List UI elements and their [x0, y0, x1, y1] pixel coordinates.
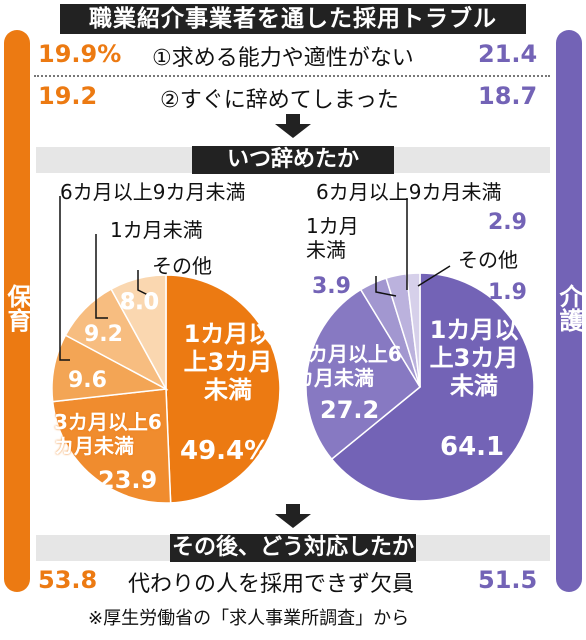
response-left-value: 53.8 [38, 566, 98, 594]
trouble1-right-value: 21.4 [478, 40, 538, 68]
chart-title: 職業紹介事業者を通した採用トラブル [60, 4, 526, 34]
left-label-6-9: 6カ月以上9カ月未満 [60, 180, 246, 204]
left-label-1-3: 1カ月以上3カ月未満 [180, 320, 276, 404]
down-arrow-icon-2 [275, 504, 311, 532]
response-right-value: 51.5 [478, 566, 538, 594]
right-value-other: 1.9 [488, 280, 527, 305]
right-label-6-9: 6カ月以上9カ月未満 [316, 180, 502, 204]
right-value-1-3: 64.1 [440, 432, 505, 462]
side-label-right: 介護 [555, 284, 583, 332]
section3-title: その後、どう対応したか [170, 534, 416, 562]
section2-title: いつ辞めたか [192, 146, 394, 174]
right-label-1: 1カ月未満 [306, 214, 372, 262]
left-value-3-6: 23.9 [98, 466, 158, 494]
pie-slice-保育-0 [165, 274, 281, 504]
right-label-1-3: 1カ月以上3カ月未満 [426, 316, 522, 400]
leader-left-1 [95, 234, 108, 319]
leader-left-other [137, 270, 151, 297]
leader-right-1 [375, 276, 397, 297]
trouble1-label: ①求める能力や適性がない [152, 46, 414, 71]
left-value-other: 8.0 [120, 290, 159, 316]
down-arrow-icon [275, 114, 311, 142]
trouble2-label: ②すぐに辞めてしまった [160, 88, 399, 113]
trouble2-right-value: 18.7 [478, 82, 538, 110]
right-label-3-6-text: 3カ月以上6カ月未満 [294, 342, 402, 390]
right-label-1-text: 1カ月未満 [306, 214, 359, 262]
leader-right-other [417, 265, 451, 287]
right-value-6-9: 2.9 [488, 210, 527, 235]
left-label-other: その他 [152, 254, 212, 278]
leader-left-6-9 [59, 196, 70, 361]
left-label-1: 1カ月未満 [110, 218, 203, 242]
side-bar-right [556, 30, 582, 592]
pie-slice-介護-1 [305, 288, 421, 461]
pie-hoiku [51, 274, 281, 504]
right-label-3-6: 3カ月以上6カ月未満 [294, 342, 410, 390]
right-label-other: その他 [458, 248, 518, 272]
left-label-1-3-text: 1カ月以上3カ月未満 [183, 320, 273, 404]
response-label: 代わりの人を採用できず欠員 [128, 572, 415, 597]
left-value-1-3: 49.4% [180, 436, 271, 466]
source-note: ※厚生労働省の「求人事業所調査」から [88, 608, 410, 629]
pie-kaigo [305, 272, 535, 502]
left-label-3-6-text: 3カ月以上6カ月未満 [54, 410, 162, 458]
left-label-3-6: 3カ月以上6カ月未満 [54, 410, 170, 458]
right-value-1: 3.9 [312, 274, 351, 299]
pie-slice-介護-0 [330, 272, 535, 502]
left-value-1: 9.2 [84, 322, 123, 347]
pie-slice-保育-1 [51, 388, 172, 504]
left-value-6-9: 9.6 [68, 368, 107, 393]
trouble2-left-value: 19.2 [38, 82, 98, 110]
row-divider [34, 75, 550, 77]
trouble1-left-value: 19.9% [38, 40, 122, 68]
right-value-3-6: 27.2 [320, 396, 380, 424]
side-label-left: 保育 [3, 284, 31, 332]
right-label-1-3-text: 1カ月以上3カ月未満 [429, 316, 519, 400]
side-bar-left [4, 30, 30, 592]
